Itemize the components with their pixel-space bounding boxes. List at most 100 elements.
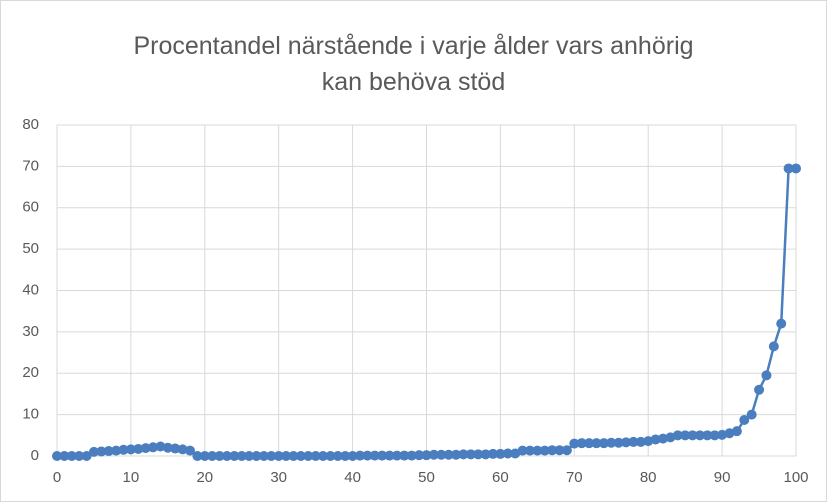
data-point xyxy=(236,451,247,461)
data-point xyxy=(281,451,292,461)
data-point xyxy=(384,450,395,461)
data-point xyxy=(606,437,617,448)
data-point xyxy=(258,451,269,461)
data-point xyxy=(517,445,528,456)
data-point xyxy=(480,449,491,460)
data-point xyxy=(103,446,114,457)
data-point xyxy=(465,449,476,460)
data-point xyxy=(52,451,62,461)
data-point xyxy=(657,433,668,444)
data-point xyxy=(768,341,779,352)
y-tick-label: 50 xyxy=(22,240,39,257)
data-point xyxy=(672,430,683,441)
data-point xyxy=(177,444,188,455)
data-point xyxy=(303,451,314,461)
data-point xyxy=(451,449,462,460)
x-tick-label: 30 xyxy=(270,469,287,486)
data-point xyxy=(244,451,255,461)
data-point xyxy=(288,451,299,461)
y-tick-label: 10 xyxy=(22,406,39,423)
x-tick-label: 100 xyxy=(783,469,808,486)
y-tick-label: 80 xyxy=(22,116,39,133)
x-tick-label: 70 xyxy=(566,469,583,486)
x-tick-label: 0 xyxy=(53,469,61,486)
data-point xyxy=(680,430,691,441)
data-point xyxy=(214,451,225,461)
data-point xyxy=(221,451,232,461)
data-point xyxy=(362,450,373,461)
data-point xyxy=(155,441,166,452)
data-point xyxy=(791,163,801,174)
data-point xyxy=(547,445,558,456)
data-point xyxy=(229,451,240,461)
data-point xyxy=(488,448,499,459)
data-point xyxy=(709,430,720,441)
data-point xyxy=(295,451,306,461)
data-point xyxy=(140,443,151,454)
data-point xyxy=(731,426,742,437)
data-point xyxy=(746,409,757,420)
data-point xyxy=(88,446,99,457)
data-point xyxy=(162,442,173,453)
y-tick-label: 40 xyxy=(22,281,39,298)
data-point xyxy=(192,451,203,461)
y-tick-label: 60 xyxy=(22,199,39,216)
data-point xyxy=(96,446,107,457)
data-point xyxy=(428,449,439,460)
data-point xyxy=(539,445,550,456)
data-point xyxy=(650,434,661,445)
data-point xyxy=(702,430,713,441)
x-tick-label: 90 xyxy=(714,469,731,486)
data-point xyxy=(207,451,218,461)
y-tick-label: 0 xyxy=(31,447,39,464)
data-point xyxy=(694,430,705,441)
data-point xyxy=(569,438,580,449)
data-point xyxy=(399,450,410,461)
data-point xyxy=(59,451,70,461)
data-point xyxy=(776,318,787,329)
data-point xyxy=(148,442,159,453)
data-point xyxy=(266,451,277,461)
x-tick-label: 10 xyxy=(123,469,140,486)
data-point xyxy=(783,163,794,174)
data-point xyxy=(635,436,646,447)
data-point xyxy=(576,438,587,449)
data-point xyxy=(414,450,425,461)
data-point xyxy=(391,450,402,461)
data-point xyxy=(473,449,484,460)
data-point xyxy=(111,445,122,456)
data-point xyxy=(406,450,417,461)
data-point xyxy=(739,415,750,426)
data-point xyxy=(687,430,698,441)
x-tick-label: 60 xyxy=(492,469,509,486)
data-point xyxy=(628,436,639,447)
x-tick-label: 20 xyxy=(196,469,213,486)
data-point xyxy=(74,451,85,461)
data-point xyxy=(118,444,129,455)
data-point xyxy=(561,445,572,456)
data-point xyxy=(524,445,535,456)
data-point xyxy=(251,451,262,461)
data-point xyxy=(761,370,772,381)
data-point xyxy=(332,451,343,461)
data-point xyxy=(170,443,181,454)
data-point xyxy=(310,451,321,461)
y-tick-label: 20 xyxy=(22,364,39,381)
data-point xyxy=(443,449,454,460)
data-point xyxy=(754,384,765,395)
data-point xyxy=(377,450,388,461)
data-point xyxy=(354,450,365,461)
data-point xyxy=(273,451,284,461)
data-point xyxy=(532,445,543,456)
data-point xyxy=(369,450,380,461)
y-tick-label: 70 xyxy=(22,157,39,174)
data-point xyxy=(66,451,77,461)
data-point xyxy=(598,438,609,449)
chart-title: Procentandel närstående i varje ålder va… xyxy=(133,32,694,96)
x-tick-label: 40 xyxy=(344,469,361,486)
data-point xyxy=(185,445,196,456)
data-point xyxy=(125,444,136,455)
